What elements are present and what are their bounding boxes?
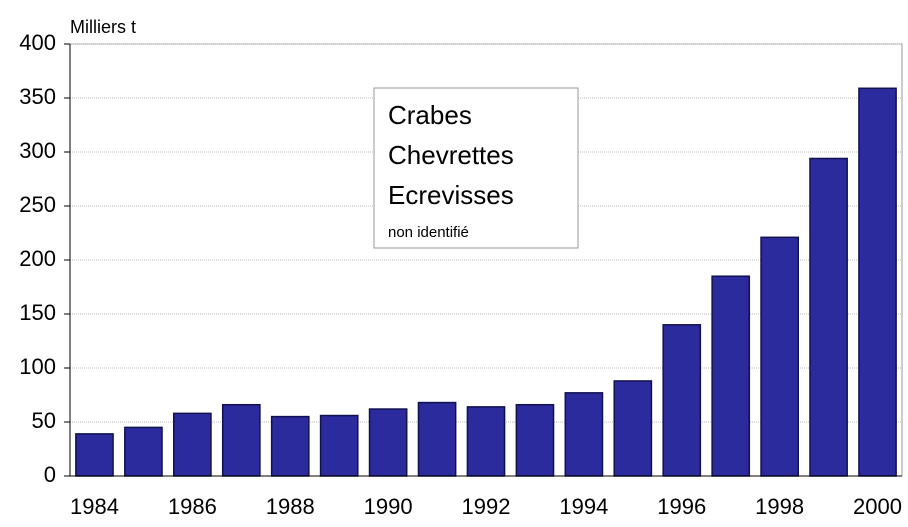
- bar: [319, 414, 359, 477]
- y-tick-label: 250: [19, 192, 56, 217]
- y-tick-label: 150: [19, 300, 56, 325]
- bar: [515, 403, 555, 477]
- bar: [662, 324, 702, 477]
- y-tick-label: 100: [19, 354, 56, 379]
- x-tick-label: 1998: [755, 494, 804, 519]
- y-tick-label: 200: [19, 246, 56, 271]
- bar: [270, 415, 310, 477]
- bar: [124, 426, 163, 477]
- annotation: Chevrettes: [388, 140, 514, 170]
- y-tick-label: 400: [19, 30, 56, 55]
- x-tick-label: 1994: [559, 494, 608, 519]
- y-tick-label: 50: [32, 408, 56, 433]
- y-tick-label: 0: [44, 462, 56, 487]
- bar: [417, 401, 457, 477]
- x-tick-label: 1984: [70, 494, 119, 519]
- x-tick-label: 1988: [266, 494, 315, 519]
- x-tick-label: 1996: [657, 494, 706, 519]
- y-axis-label: Milliers t: [70, 17, 136, 37]
- bar: [711, 275, 751, 477]
- x-tick-label: 1990: [364, 494, 413, 519]
- x-tick-label: 2000: [853, 494, 902, 519]
- bar: [564, 392, 604, 477]
- bar: [613, 380, 653, 477]
- annotation: Ecrevisses: [388, 180, 514, 210]
- bar: [809, 157, 848, 477]
- x-tick-label: 1992: [462, 494, 511, 519]
- x-tick-label: 1986: [168, 494, 217, 519]
- bar: [368, 408, 408, 477]
- y-tick-label: 350: [19, 84, 56, 109]
- bar: [173, 412, 212, 477]
- bar: [75, 433, 114, 477]
- bar: [466, 406, 506, 477]
- bar: [858, 87, 897, 477]
- y-tick-label: 300: [19, 138, 56, 163]
- annotation-box: [373, 87, 579, 249]
- annotation: non identifié: [388, 224, 469, 241]
- bar: [221, 403, 261, 477]
- annotation: Crabes: [388, 100, 472, 130]
- bar: [760, 236, 799, 477]
